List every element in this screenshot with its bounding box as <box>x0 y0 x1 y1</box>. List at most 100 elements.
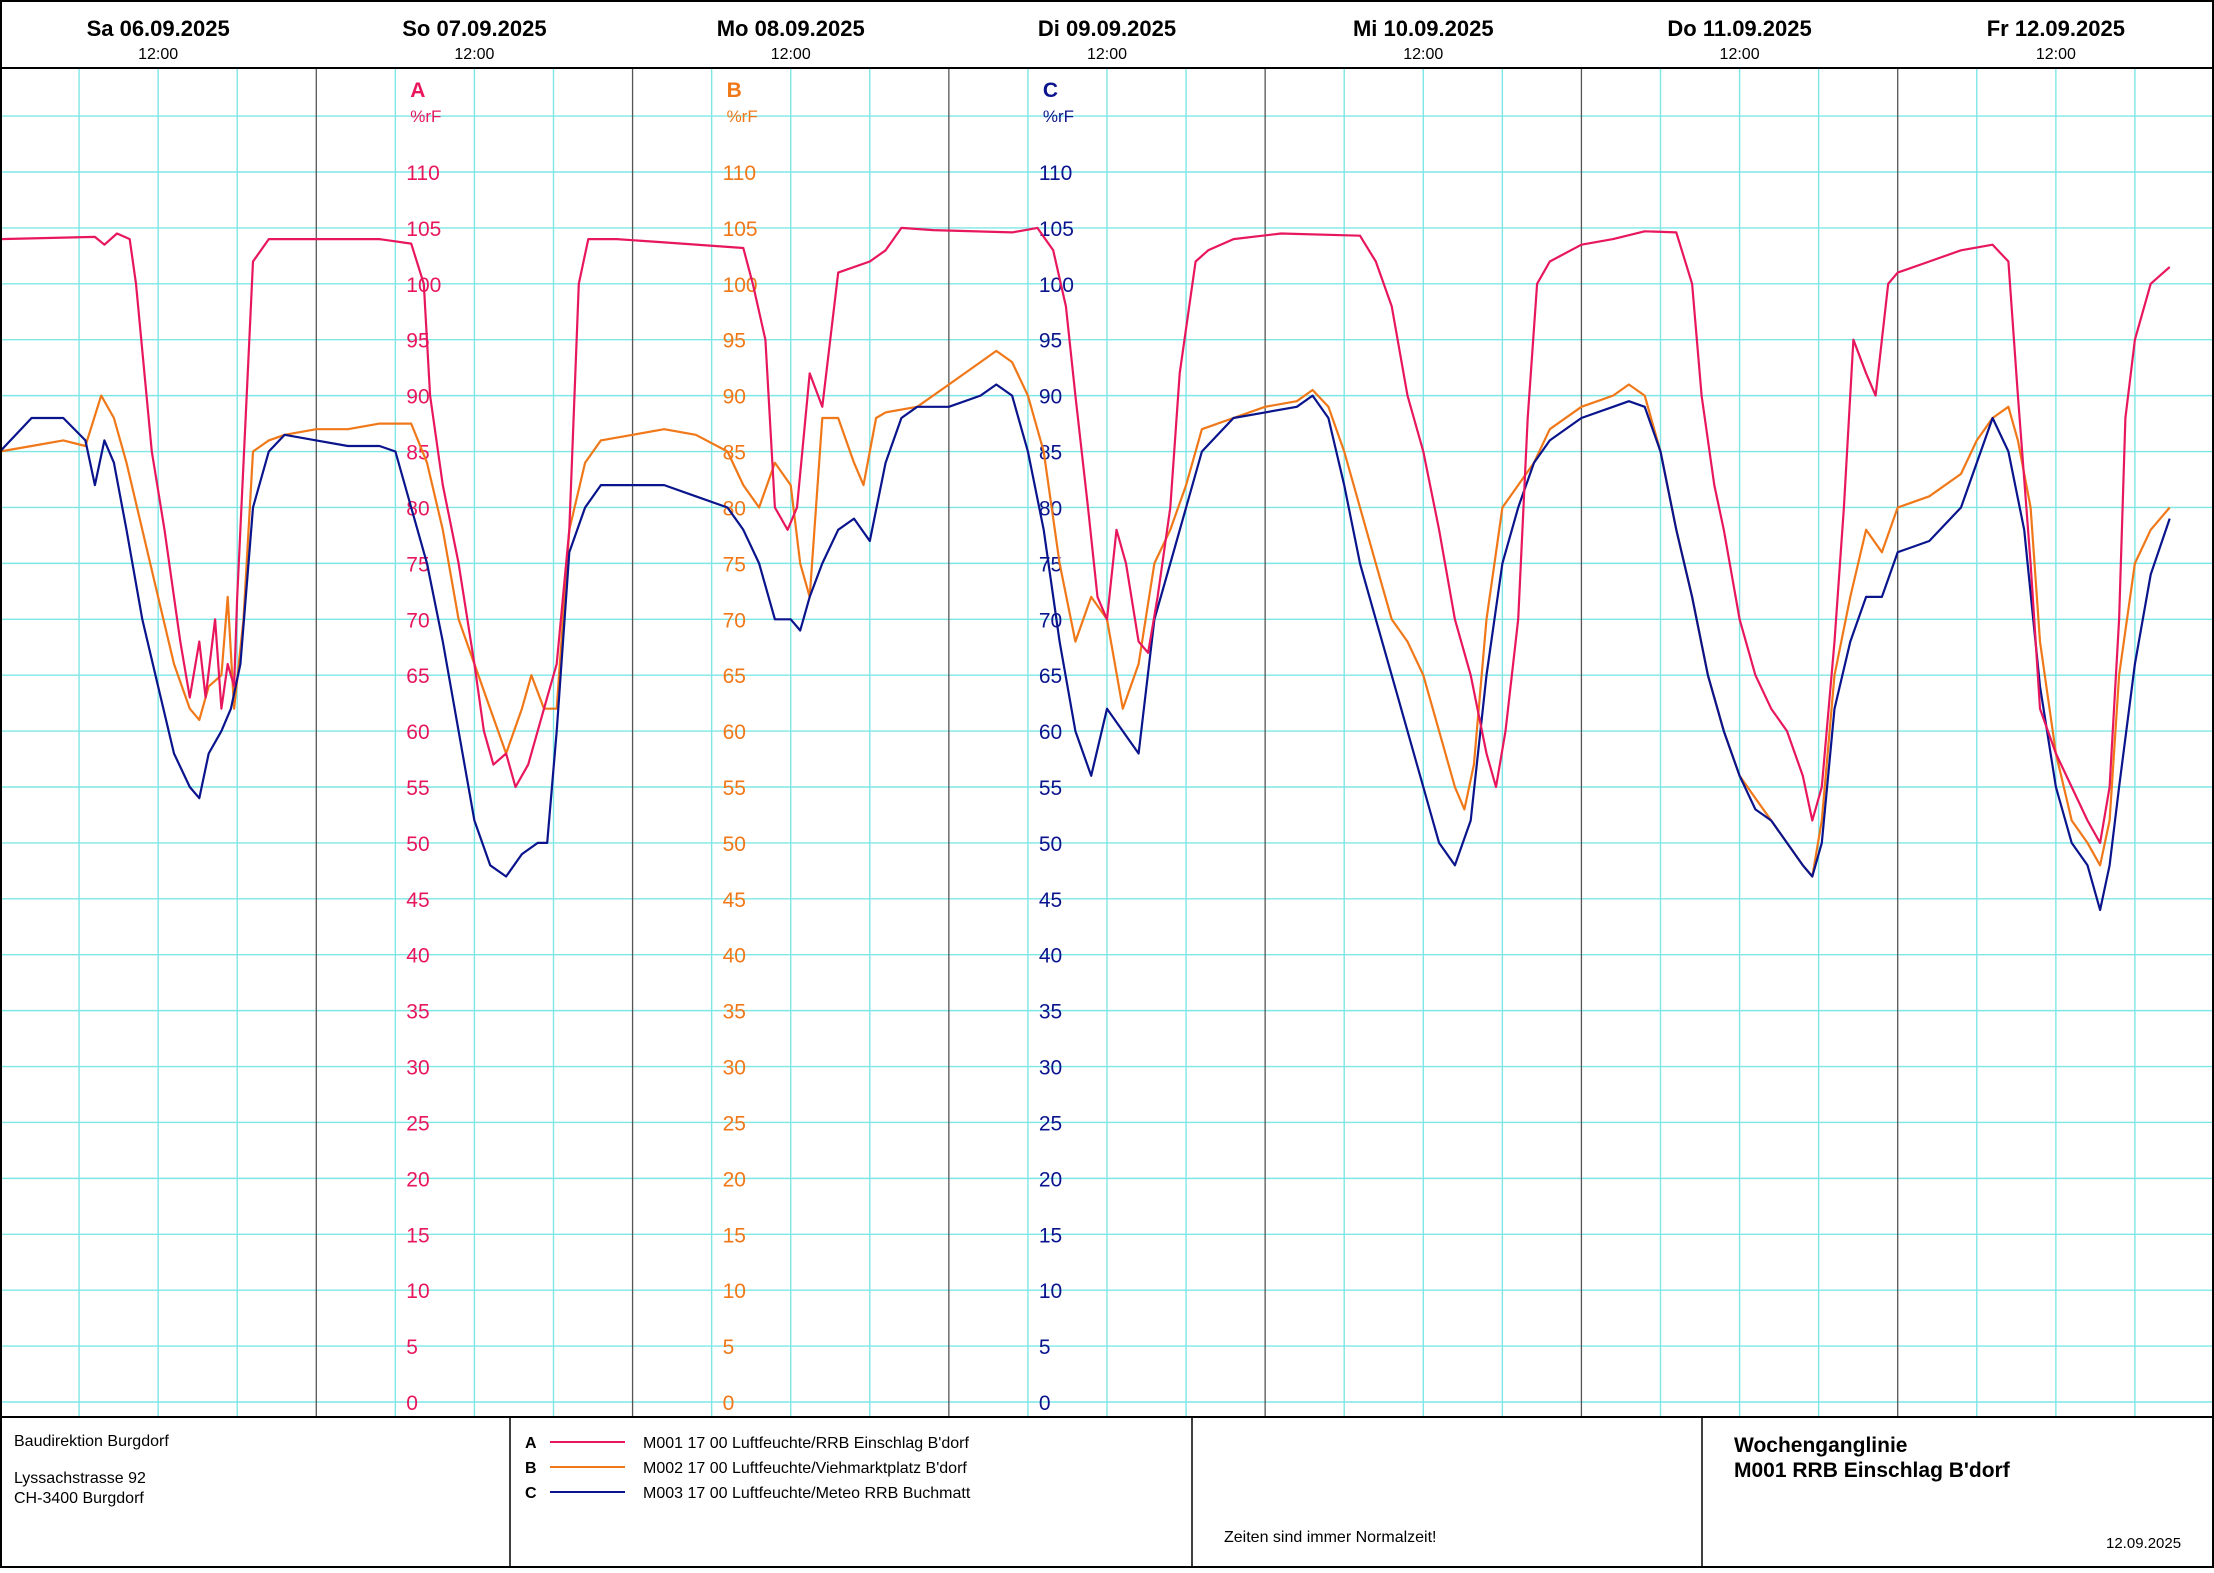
axis-unit: %rF <box>1043 107 1074 126</box>
axis-unit: %rF <box>727 107 758 126</box>
tick-label: 30 <box>1039 1057 1062 1080</box>
tick-label: 35 <box>406 1001 429 1024</box>
tick-label: 35 <box>1039 1001 1062 1024</box>
org-name: Baudirektion Burgdorf <box>14 1433 169 1450</box>
tick-label: 105 <box>723 218 758 241</box>
noon-label: 12:00 <box>138 46 178 63</box>
y-axes: A%rF051015202530354045505560657075808590… <box>406 79 1074 1415</box>
tick-label: 35 <box>723 1001 746 1024</box>
day-dividers <box>315 68 1899 1417</box>
day-label: Mi 10.09.2025 <box>1353 16 1494 41</box>
day-label: So 07.09.2025 <box>402 16 546 41</box>
tick-label: 75 <box>723 553 746 576</box>
day-label: Fr 12.09.2025 <box>1987 16 2125 41</box>
tick-label: 25 <box>723 1112 746 1135</box>
noon-label: 12:00 <box>1087 46 1127 63</box>
tick-label: 85 <box>723 442 746 465</box>
tick-label: 10 <box>723 1280 746 1303</box>
tick-label: 15 <box>723 1224 746 1247</box>
tick-label: 5 <box>406 1336 418 1359</box>
org-street: Lyssachstrasse 92 <box>14 1470 146 1487</box>
time-note: Zeiten sind immer Normalzeit! <box>1224 1529 1437 1546</box>
tick-label: 60 <box>1039 721 1062 744</box>
legend-letter: A <box>525 1435 537 1452</box>
legend-letter: B <box>525 1460 537 1477</box>
tick-label: 100 <box>723 274 758 297</box>
tick-label: 60 <box>723 721 746 744</box>
tick-label: 80 <box>723 497 746 520</box>
tick-label: 40 <box>406 945 429 968</box>
tick-label: 90 <box>1039 386 1062 409</box>
noon-label: 12:00 <box>454 46 494 63</box>
axis-letter: B <box>727 79 742 102</box>
legend-letter: C <box>525 1485 537 1502</box>
legend-label: M001 17 00 Luftfeuchte/RRB Einschlag B'd… <box>643 1435 969 1452</box>
axis-unit: %rF <box>410 107 441 126</box>
tick-label: 75 <box>1039 553 1062 576</box>
chart-title-line2: M001 RRB Einschlag B'dorf <box>1734 1459 2010 1482</box>
tick-label: 70 <box>723 609 746 632</box>
tick-label: 30 <box>406 1057 429 1080</box>
org-city: CH-3400 Burgdorf <box>14 1490 144 1507</box>
footer: Baudirektion Burgdorf Lyssachstrasse 92 … <box>0 1417 2214 1568</box>
tick-label: 0 <box>406 1392 418 1415</box>
tick-label: 80 <box>1039 497 1062 520</box>
legend-label: M003 17 00 Luftfeuchte/Meteo RRB Buchmat… <box>643 1485 971 1502</box>
tick-label: 110 <box>406 162 439 185</box>
axis-letter: A <box>410 79 425 102</box>
tick-label: 0 <box>723 1392 735 1415</box>
tick-label: 20 <box>723 1168 746 1191</box>
tick-label: 5 <box>1039 1336 1051 1359</box>
tick-label: 60 <box>406 721 429 744</box>
print-date: 12.09.2025 <box>2106 1535 2182 1552</box>
noon-label: 12:00 <box>1403 46 1443 63</box>
day-label: Sa 06.09.2025 <box>87 16 230 41</box>
tick-label: 20 <box>406 1168 429 1191</box>
tick-label: 40 <box>723 945 746 968</box>
tick-label: 45 <box>723 889 746 912</box>
noon-label: 12:00 <box>1720 46 1760 63</box>
day-label: Di 09.09.2025 <box>1038 16 1176 41</box>
tick-label: 50 <box>1039 833 1062 856</box>
tick-label: 90 <box>406 386 429 409</box>
day-label: Do 11.09.2025 <box>1667 16 1811 41</box>
tick-label: 110 <box>723 162 756 185</box>
noon-label: 12:00 <box>2036 46 2076 63</box>
tick-label: 10 <box>1039 1280 1062 1303</box>
tick-label: 15 <box>1039 1224 1062 1247</box>
tick-label: 45 <box>406 889 429 912</box>
chart-title-line1: Wochenganglinie <box>1734 1434 1908 1457</box>
series-line-A <box>0 226 2171 844</box>
tick-label: 90 <box>723 386 746 409</box>
tick-label: 5 <box>723 1336 735 1359</box>
tick-label: 65 <box>406 665 429 688</box>
series-line-B <box>0 349 2171 878</box>
tick-label: 15 <box>406 1224 429 1247</box>
tick-label: 25 <box>406 1112 429 1135</box>
tick-label: 85 <box>406 442 429 465</box>
axis-letter: C <box>1043 79 1058 102</box>
tick-label: 75 <box>406 553 429 576</box>
tick-label: 45 <box>1039 889 1062 912</box>
series-line-C <box>0 383 2171 912</box>
tick-label: 110 <box>1039 162 1072 185</box>
tick-label: 55 <box>1039 777 1062 800</box>
noon-label: 12:00 <box>771 46 811 63</box>
tick-label: 25 <box>1039 1112 1062 1135</box>
tick-label: 100 <box>1039 274 1074 297</box>
tick-label: 70 <box>406 609 429 632</box>
tick-label: 30 <box>723 1057 746 1080</box>
tick-label: 95 <box>1039 330 1062 353</box>
tick-label: 95 <box>723 330 746 353</box>
day-label: Mo 08.09.2025 <box>717 16 865 41</box>
tick-label: 50 <box>406 833 429 856</box>
tick-label: 20 <box>1039 1168 1062 1191</box>
tick-label: 55 <box>406 777 429 800</box>
tick-label: 65 <box>1039 665 1062 688</box>
tick-label: 10 <box>406 1280 429 1303</box>
tick-label: 50 <box>723 833 746 856</box>
tick-label: 40 <box>1039 945 1062 968</box>
